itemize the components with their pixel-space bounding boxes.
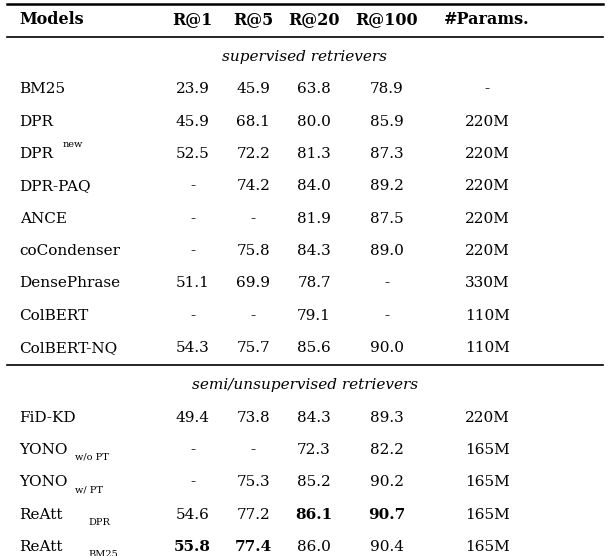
Text: 90.4: 90.4 — [370, 540, 404, 554]
Text: DensePhrase: DensePhrase — [20, 276, 121, 290]
Text: 85.9: 85.9 — [370, 115, 404, 128]
Text: -: - — [251, 212, 256, 226]
Text: 55.8: 55.8 — [174, 540, 211, 554]
Text: R@5: R@5 — [233, 12, 273, 28]
Text: 90.2: 90.2 — [370, 475, 404, 489]
Text: FiD-KD: FiD-KD — [20, 410, 76, 424]
Text: 54.3: 54.3 — [176, 341, 210, 355]
Text: -: - — [190, 180, 195, 193]
Text: 220M: 220M — [465, 147, 509, 161]
Text: 51.1: 51.1 — [176, 276, 210, 290]
Text: 77.2: 77.2 — [237, 508, 270, 522]
Text: 84.0: 84.0 — [297, 180, 331, 193]
Text: -: - — [190, 309, 195, 323]
Text: 86.1: 86.1 — [295, 508, 332, 522]
Text: ANCE: ANCE — [20, 212, 66, 226]
Text: 75.3: 75.3 — [237, 475, 270, 489]
Text: 110M: 110M — [465, 341, 509, 355]
Text: 52.5: 52.5 — [176, 147, 210, 161]
Text: ColBERT-NQ: ColBERT-NQ — [20, 341, 118, 355]
Text: 87.3: 87.3 — [370, 147, 404, 161]
Text: 90.0: 90.0 — [370, 341, 404, 355]
Text: 79.1: 79.1 — [297, 309, 331, 323]
Text: 110M: 110M — [465, 309, 509, 323]
Text: 75.8: 75.8 — [237, 244, 270, 258]
Text: 74.2: 74.2 — [237, 180, 270, 193]
Text: 220M: 220M — [465, 115, 509, 128]
Text: -: - — [190, 244, 195, 258]
Text: 54.6: 54.6 — [176, 508, 210, 522]
Text: 78.9: 78.9 — [370, 82, 404, 96]
Text: 220M: 220M — [465, 180, 509, 193]
Text: ReAtt: ReAtt — [20, 508, 63, 522]
Text: R@100: R@100 — [356, 12, 418, 28]
Text: 81.9: 81.9 — [297, 212, 331, 226]
Text: 23.9: 23.9 — [176, 82, 210, 96]
Text: 89.2: 89.2 — [370, 180, 404, 193]
Text: 72.3: 72.3 — [297, 443, 331, 457]
Text: -: - — [190, 475, 195, 489]
Text: 63.8: 63.8 — [297, 82, 331, 96]
Text: BM25: BM25 — [20, 82, 66, 96]
Text: R@1: R@1 — [173, 12, 213, 28]
Text: -: - — [251, 309, 256, 323]
Text: 89.3: 89.3 — [370, 410, 404, 424]
Text: DPR: DPR — [20, 115, 54, 128]
Text: 69.9: 69.9 — [237, 276, 270, 290]
Text: 87.5: 87.5 — [370, 212, 404, 226]
Text: YONO: YONO — [20, 443, 68, 457]
Text: BM25: BM25 — [89, 550, 118, 556]
Text: ReAtt: ReAtt — [20, 540, 63, 554]
Text: supervised retrievers: supervised retrievers — [223, 50, 387, 64]
Text: YONO: YONO — [20, 475, 68, 489]
Text: 165M: 165M — [465, 443, 509, 457]
Text: DPR: DPR — [20, 147, 54, 161]
Text: #Params.: #Params. — [444, 12, 530, 28]
Text: 45.9: 45.9 — [237, 82, 270, 96]
Text: semi/unsupervised retrievers: semi/unsupervised retrievers — [192, 378, 418, 392]
Text: 72.2: 72.2 — [237, 147, 270, 161]
Text: 84.3: 84.3 — [297, 244, 331, 258]
Text: 45.9: 45.9 — [176, 115, 210, 128]
Text: -: - — [251, 443, 256, 457]
Text: 73.8: 73.8 — [237, 410, 270, 424]
Text: 86.0: 86.0 — [297, 540, 331, 554]
Text: 330M: 330M — [465, 276, 509, 290]
Text: Models: Models — [20, 12, 84, 28]
Text: -: - — [190, 443, 195, 457]
Text: 165M: 165M — [465, 540, 509, 554]
Text: w/o PT: w/o PT — [76, 453, 109, 462]
Text: 85.2: 85.2 — [297, 475, 331, 489]
Text: 84.3: 84.3 — [297, 410, 331, 424]
Text: w/ PT: w/ PT — [76, 485, 104, 494]
Text: -: - — [190, 212, 195, 226]
Text: 165M: 165M — [465, 508, 509, 522]
Text: -: - — [384, 276, 390, 290]
Text: 85.6: 85.6 — [297, 341, 331, 355]
Text: 77.4: 77.4 — [235, 540, 272, 554]
Text: 220M: 220M — [465, 212, 509, 226]
Text: 89.0: 89.0 — [370, 244, 404, 258]
Text: ColBERT: ColBERT — [20, 309, 89, 323]
Text: 220M: 220M — [465, 244, 509, 258]
Text: 75.7: 75.7 — [237, 341, 270, 355]
Text: 90.7: 90.7 — [368, 508, 406, 522]
Text: 82.2: 82.2 — [370, 443, 404, 457]
Text: -: - — [484, 82, 490, 96]
Text: 68.1: 68.1 — [237, 115, 270, 128]
Text: DPR: DPR — [89, 518, 110, 527]
Text: new: new — [63, 141, 83, 150]
Text: 220M: 220M — [465, 410, 509, 424]
Text: 80.0: 80.0 — [297, 115, 331, 128]
Text: -: - — [384, 309, 390, 323]
Text: 78.7: 78.7 — [297, 276, 331, 290]
Text: DPR-PAQ: DPR-PAQ — [20, 180, 91, 193]
Text: 165M: 165M — [465, 475, 509, 489]
Text: coCondenser: coCondenser — [20, 244, 121, 258]
Text: 49.4: 49.4 — [176, 410, 210, 424]
Text: 81.3: 81.3 — [297, 147, 331, 161]
Text: R@20: R@20 — [289, 12, 340, 28]
